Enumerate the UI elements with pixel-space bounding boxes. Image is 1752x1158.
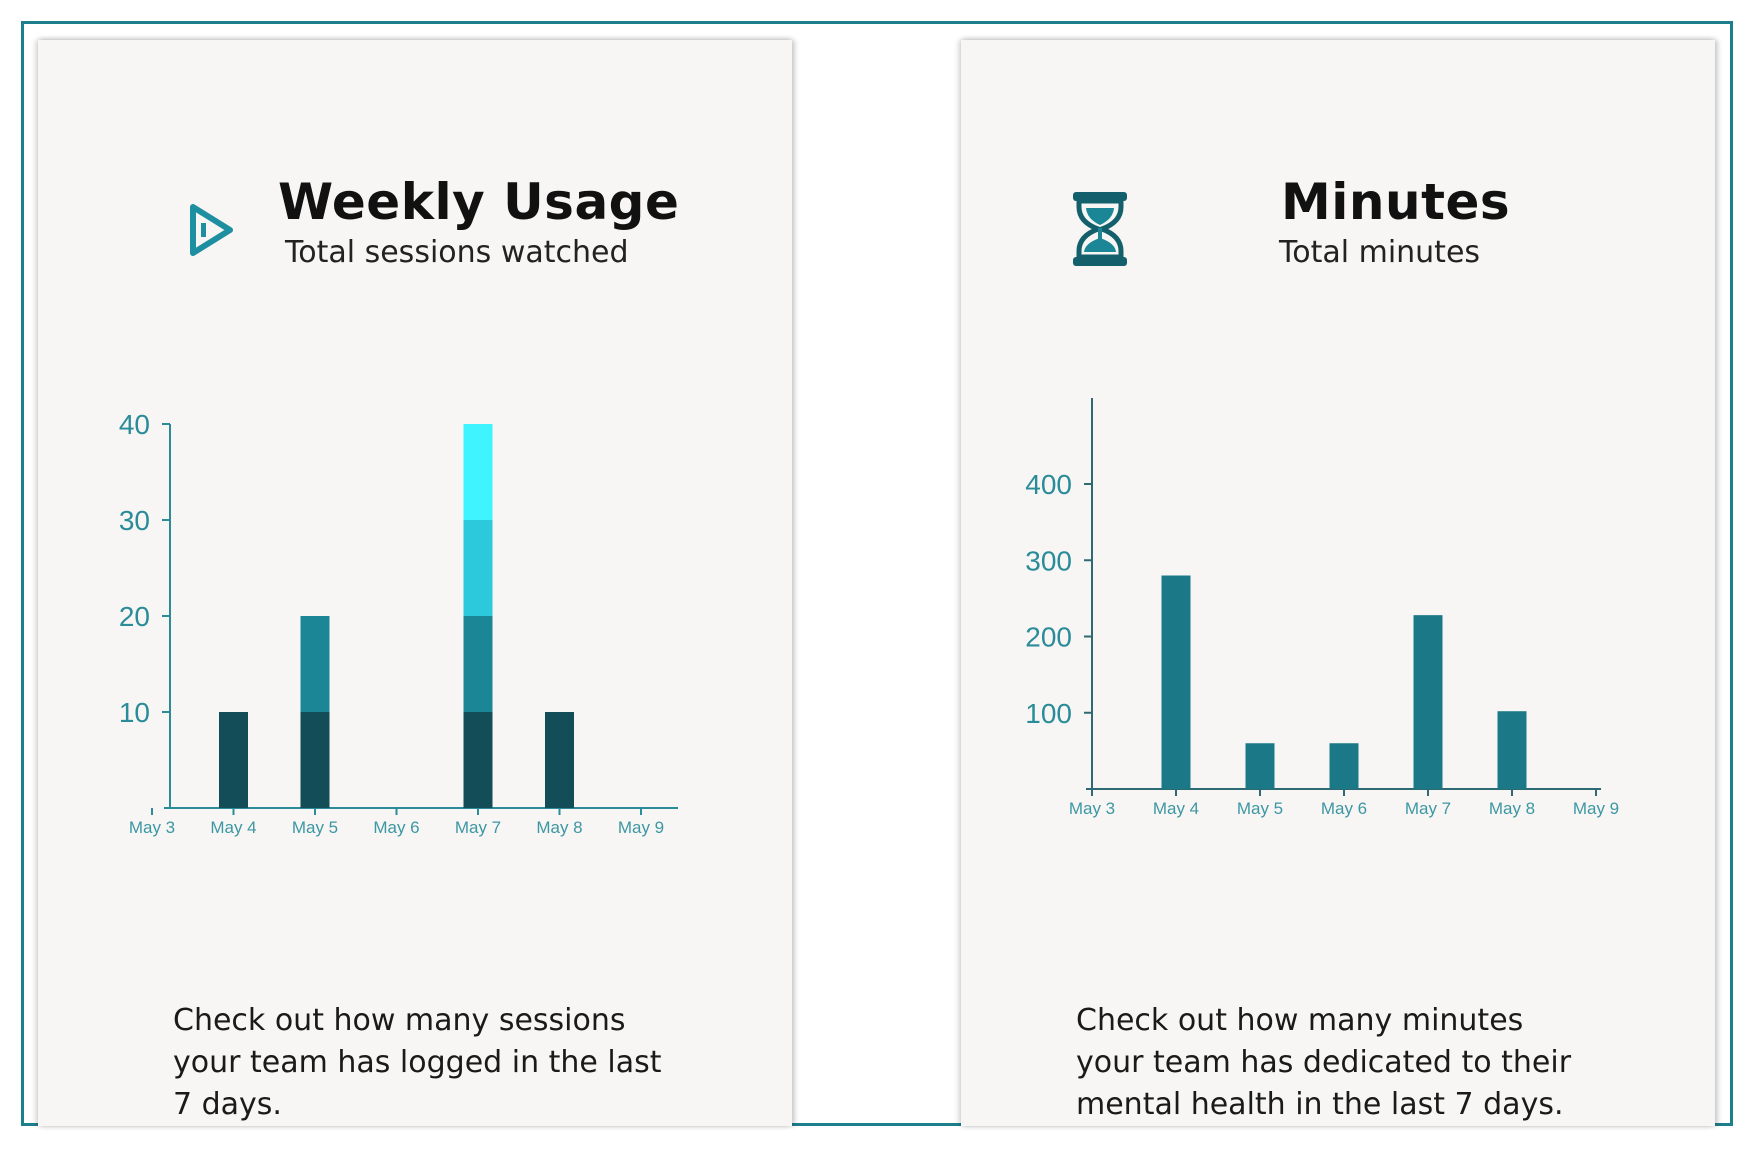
weekly-usage-y-tick-label-10: 10 bbox=[119, 697, 150, 728]
weekly-usage-bar-may-8-segment-1 bbox=[545, 712, 574, 808]
weekly-usage-bar-may-7-segment-4 bbox=[463, 424, 493, 520]
minutes-x-tick-label-may-4: May 4 bbox=[1153, 799, 1199, 818]
weekly-usage-y-tick-label-20: 20 bbox=[119, 601, 150, 632]
weekly-usage-bar-may-7-segment-2 bbox=[463, 616, 493, 712]
minutes-x-tick-label-may-6: May 6 bbox=[1321, 799, 1367, 818]
minutes-x-tick-label-may-7: May 7 bbox=[1405, 799, 1451, 818]
minutes-bar-may-6 bbox=[1329, 743, 1359, 789]
minutes-title: Minutes bbox=[1281, 173, 1511, 231]
minutes-x-tick-label-may-9: May 9 bbox=[1573, 799, 1619, 818]
minutes-subtitle: Total minutes bbox=[1279, 235, 1481, 270]
minutes-x-tick-label-may-3: May 3 bbox=[1069, 799, 1115, 818]
minutes-y-tick-label-100: 100 bbox=[1025, 698, 1072, 729]
play-triangle-icon bbox=[190, 204, 233, 256]
minutes-card: Minutes Total minutes 100 200 300 400 May 3 M… bbox=[961, 40, 1715, 1126]
weekly-usage-chart: 10 20 30 40 May 3 May 4 May 5 May 6 May 7 May 8 Ma… bbox=[119, 409, 678, 837]
weekly-usage-x-tick-label-may-7: May 7 bbox=[455, 818, 501, 837]
weekly-usage-x-tick-label-may-8: May 8 bbox=[536, 818, 582, 837]
hourglass-icon bbox=[1073, 192, 1127, 266]
weekly-usage-title: Weekly Usage bbox=[278, 173, 680, 231]
minutes-y-tick-label-400: 400 bbox=[1025, 469, 1072, 500]
minutes-y-tick-label-200: 200 bbox=[1025, 622, 1072, 653]
minutes-bar-may-4 bbox=[1161, 575, 1191, 789]
minutes-bar-may-7 bbox=[1413, 615, 1443, 789]
minutes-y-tick-label-300: 300 bbox=[1025, 545, 1072, 576]
weekly-usage-subtitle: Total sessions watched bbox=[285, 235, 629, 270]
minutes-bar-may-5 bbox=[1245, 743, 1275, 789]
weekly-usage-y-tick-label-30: 30 bbox=[119, 505, 150, 536]
weekly-usage-x-tick-label-may-9: May 9 bbox=[618, 818, 664, 837]
minutes-chart: 100 200 300 400 May 3 May 4 May 5 May 6 May 7 May… bbox=[1025, 398, 1619, 818]
weekly-usage-description: Check out how many sessions your team ha… bbox=[173, 1003, 662, 1122]
minutes-bar-may-8 bbox=[1497, 711, 1527, 789]
weekly-usage-card: Weekly Usage Total sessions watched 10 20… bbox=[38, 40, 792, 1126]
weekly-usage-bar-may-5-segment-1 bbox=[300, 712, 330, 808]
weekly-usage-bar-may-5-segment-2 bbox=[300, 616, 330, 712]
minutes-x-tick-label-may-8: May 8 bbox=[1489, 799, 1535, 818]
weekly-usage-bar-may-4-segment-1 bbox=[219, 712, 248, 808]
weekly-usage-x-tick-label-may-5: May 5 bbox=[292, 818, 338, 837]
weekly-usage-x-tick-label-may-6: May 6 bbox=[373, 818, 419, 837]
minutes-description: Check out how many minutes your team has… bbox=[1076, 1003, 1572, 1122]
weekly-usage-bar-may-7-segment-3 bbox=[463, 520, 493, 616]
minutes-x-tick-label-may-5: May 5 bbox=[1237, 799, 1283, 818]
weekly-usage-bar-may-7-segment-1 bbox=[463, 712, 493, 808]
weekly-usage-x-tick-label-may-3: May 3 bbox=[129, 818, 175, 837]
weekly-usage-y-tick-label-40: 40 bbox=[119, 409, 150, 440]
weekly-usage-x-tick-label-may-4: May 4 bbox=[210, 818, 256, 837]
